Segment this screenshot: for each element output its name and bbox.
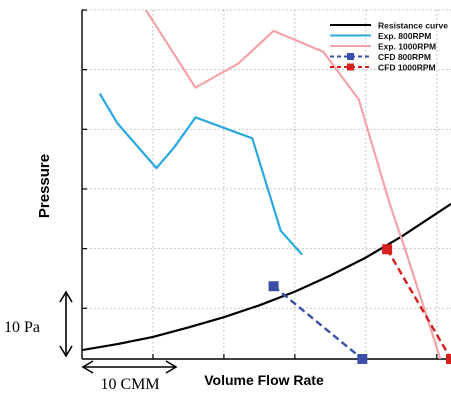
legend-marker (347, 63, 354, 71)
series-line-cfd-800rpm (272, 285, 364, 359)
axes (81, 9, 451, 360)
legend-marker (347, 53, 354, 60)
y-scale-bar-arrow-top (59, 290, 73, 303)
markers-layer (268, 244, 451, 364)
legend-label: CFD 800RPM (378, 52, 431, 62)
data-point-cfd-800rpm (357, 354, 368, 364)
x-scale-bar-label: 10 CMM (100, 376, 159, 393)
y-axis-label: Pressure (36, 154, 53, 218)
x-scale-bar-arrow-left (81, 360, 94, 374)
series-line-cfd-1000rpm (386, 248, 451, 359)
legend-label: CFD 1000RPM (378, 63, 436, 73)
data-point-cfd-1000rpm (446, 354, 451, 364)
y-scale-bar-arrow-bottom (59, 345, 73, 358)
legend-label: Resistance curve (378, 21, 448, 31)
series-line-exp-800rpm (98, 92, 303, 256)
series-line-exp-1000rpm (144, 10, 442, 359)
data-point-cfd-1000rpm (382, 244, 393, 255)
data-point-cfd-800rpm (268, 281, 279, 292)
legend-label: Exp. 1000RPM (378, 42, 436, 52)
x-axis-label: Volume Flow Rate (204, 372, 324, 388)
y-scale-bar-label: 10 Pa (4, 319, 40, 336)
x-scale-bar: 10 CMM (81, 360, 178, 393)
legend-label: Exp. 800RPM (378, 31, 431, 41)
grid (82, 9, 451, 359)
series-layer (82, 10, 451, 359)
y-scale-bar: 10 Pa (4, 290, 73, 358)
x-scale-bar-arrow-right (165, 360, 178, 374)
series-line-resistance-curve (82, 202, 451, 352)
